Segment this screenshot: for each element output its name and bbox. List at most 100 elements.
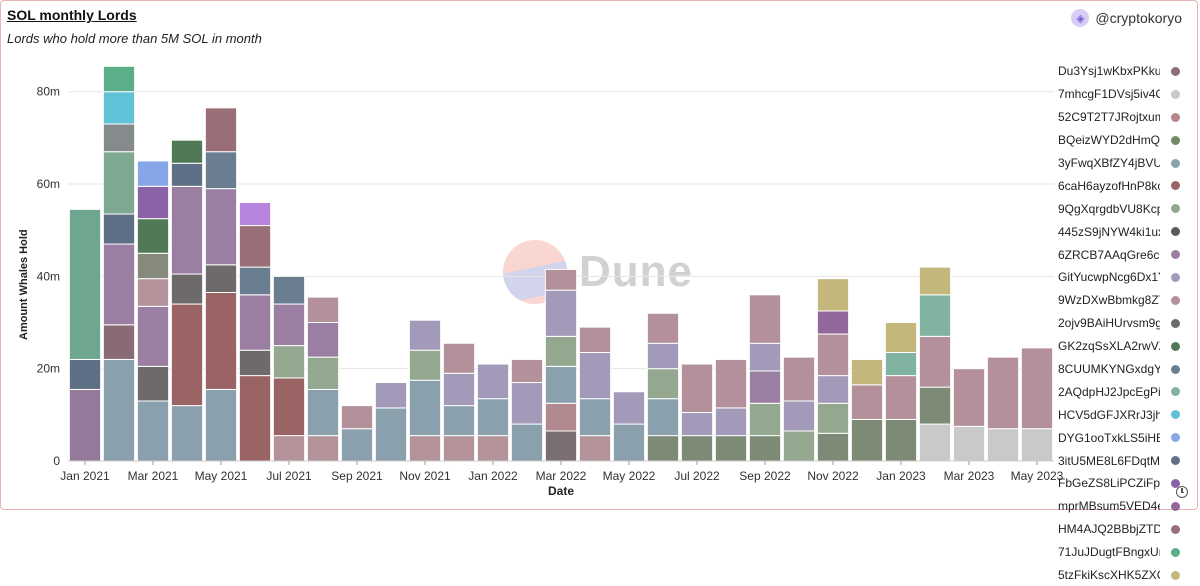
bar-segment[interactable]: [408, 435, 442, 462]
bar-segment[interactable]: [306, 296, 340, 324]
legend-item[interactable]: 6caH6ayzofHnP8kcPQTEBJoYzAFmmUYbtUqT: [1058, 174, 1186, 197]
legend-item[interactable]: GitYucwpNcg6Dx1Y15UQ9TQn8LZMX1uuqQNn: [1058, 266, 1186, 289]
chart-title[interactable]: SOL monthly Lords: [7, 7, 137, 23]
bar-segment[interactable]: [238, 294, 272, 351]
bar-segment[interactable]: [204, 292, 238, 390]
clock-icon[interactable]: [1176, 486, 1188, 498]
bar-segment[interactable]: [510, 358, 544, 384]
bar-segment[interactable]: [748, 402, 782, 437]
bar-segment[interactable]: [612, 423, 646, 462]
bar-segment[interactable]: [204, 264, 238, 294]
bar-segment[interactable]: [68, 358, 102, 390]
bar-segment[interactable]: [918, 294, 952, 337]
bar-segment[interactable]: [442, 342, 476, 374]
bar-segment[interactable]: [374, 407, 408, 462]
bar-segment[interactable]: [170, 405, 204, 462]
bar-segment[interactable]: [136, 218, 170, 254]
bar-segment[interactable]: [884, 418, 918, 462]
bar-segment[interactable]: [68, 388, 102, 462]
bar-segment[interactable]: [136, 400, 170, 462]
bar-segment[interactable]: [136, 185, 170, 220]
bar-segment[interactable]: [476, 435, 510, 462]
legend-item[interactable]: GK2zqSsXLA2rwVZk347RYhh6jJpRsCA69FjL: [1058, 335, 1186, 358]
bar-segment[interactable]: [1020, 428, 1054, 462]
bar-segment[interactable]: [102, 123, 136, 153]
bar-segment[interactable]: [272, 435, 306, 462]
bar-segment[interactable]: [816, 432, 850, 462]
bar-segment[interactable]: [272, 303, 306, 347]
bar-segment[interactable]: [544, 430, 578, 462]
legend-item[interactable]: 9WzDXwBbmkg8ZTbNMqUxvQRAyrZzDsGYdLVL: [1058, 289, 1186, 312]
bar-segment[interactable]: [680, 363, 714, 414]
legend-item[interactable]: HCV5dGFJXRrJ3jhDYA4DCeb9TEDTwGGYXtT3: [1058, 403, 1186, 426]
bar-segment[interactable]: [816, 310, 850, 335]
legend-item[interactable]: DYG1ooTxkLS5iHB8ZwZrD9Cw4M1ySeBT5X5p: [1058, 426, 1186, 449]
author-name[interactable]: @cryptokoryo: [1095, 10, 1182, 26]
bar-segment[interactable]: [748, 435, 782, 462]
bar-segment[interactable]: [272, 377, 306, 437]
legend-item[interactable]: 445zS9jNYW4ki1uxpv7DLhjJbSZR6o8yTDMb: [1058, 220, 1186, 243]
bar-segment[interactable]: [986, 428, 1020, 462]
bar-segment[interactable]: [544, 335, 578, 367]
bar-segment[interactable]: [850, 418, 884, 462]
bar-segment[interactable]: [442, 372, 476, 407]
bar-segment[interactable]: [340, 405, 374, 430]
bar-segment[interactable]: [136, 160, 170, 187]
bar-segment[interactable]: [748, 370, 782, 404]
legend-item[interactable]: 5tzFkiKscXHK5ZXCGbXZxdw7gTjjD1mBwuoF: [1058, 564, 1186, 586]
bar-segment[interactable]: [442, 435, 476, 462]
bar-segment[interactable]: [714, 407, 748, 437]
bar-segment[interactable]: [544, 268, 578, 291]
bar-segment[interactable]: [238, 375, 272, 462]
bar-segment[interactable]: [646, 312, 680, 344]
bar-segment[interactable]: [408, 379, 442, 437]
bar-segment[interactable]: [476, 398, 510, 437]
bar-segment[interactable]: [306, 322, 340, 358]
legend-item[interactable]: HM4AJQ2BBbjZTDP5zzdXGbxKJD6GzX3Gp9Tf: [1058, 518, 1186, 541]
legend-item[interactable]: BQeizWYD2dHmQUfeLmYMWTDyjgMjFYmfSjTr: [1058, 129, 1186, 152]
bar-segment[interactable]: [170, 162, 204, 187]
bar-segment[interactable]: [680, 435, 714, 462]
bar-segment[interactable]: [510, 423, 544, 462]
bar-segment[interactable]: [442, 405, 476, 437]
bar-segment[interactable]: [374, 382, 408, 409]
bar-segment[interactable]: [1020, 347, 1054, 430]
bar-segment[interactable]: [272, 345, 306, 379]
bar-segment[interactable]: [408, 319, 442, 351]
bar-segment[interactable]: [816, 333, 850, 377]
bar-segment[interactable]: [612, 391, 646, 425]
legend-item[interactable]: FbGeZS8LiPCZiFpFwdUUeF2yxXtSsdfJoHTs: [1058, 472, 1186, 495]
bar-segment[interactable]: [952, 425, 986, 462]
bar-segment[interactable]: [578, 435, 612, 462]
bar-segment[interactable]: [170, 273, 204, 305]
legend-item[interactable]: 3yFwqXBfZY4jBVUafQ1YEXw189y2dN3V5KQq: [1058, 152, 1186, 175]
legend-item[interactable]: mprMBsum5VED4ex63UwWaZMCFa3Km8r3qNmS: [1058, 495, 1186, 518]
bar-segment[interactable]: [408, 349, 442, 381]
bar-segment[interactable]: [340, 428, 374, 462]
bar-segment[interactable]: [102, 243, 136, 326]
bar-segment[interactable]: [272, 275, 306, 305]
bar-segment[interactable]: [102, 151, 136, 215]
bar-segment[interactable]: [544, 289, 578, 337]
bar-segment[interactable]: [544, 402, 578, 432]
bar-segment[interactable]: [748, 342, 782, 372]
bar-segment[interactable]: [816, 402, 850, 434]
bar-segment[interactable]: [918, 335, 952, 388]
bar-segment[interactable]: [238, 225, 272, 268]
bar-segment[interactable]: [952, 368, 986, 427]
bar-segment[interactable]: [204, 388, 238, 462]
bar-segment[interactable]: [714, 358, 748, 409]
bar-segment[interactable]: [102, 358, 136, 462]
legend-item[interactable]: 7mhcgF1DVsj5iv4CxZDgp51H6MBBwqamsH1K: [1058, 83, 1186, 106]
legend-item[interactable]: 9QgXqrgdbVU8KcpfskqJpAXKzbaYQJecgMAr: [1058, 197, 1186, 220]
bar-segment[interactable]: [238, 266, 272, 296]
legend-item[interactable]: Du3Ysj1wKbxPKkuPPnvzQLQh8oMSVifs3yQE: [1058, 60, 1186, 83]
bar-segment[interactable]: [102, 213, 136, 245]
bar-segment[interactable]: [578, 326, 612, 354]
legend-item[interactable]: 6ZRCB7AAqGre6c72PRz3MHLC73VMYvJ8bi9K: [1058, 243, 1186, 266]
bar-segment[interactable]: [544, 365, 578, 404]
bar-segment[interactable]: [136, 305, 170, 367]
bar-segment[interactable]: [578, 398, 612, 437]
bar-segment[interactable]: [204, 188, 238, 266]
legend-item[interactable]: 2AQdpHJ2JpcEgPiATUXjQxA8QmafFegfQwSL: [1058, 380, 1186, 403]
